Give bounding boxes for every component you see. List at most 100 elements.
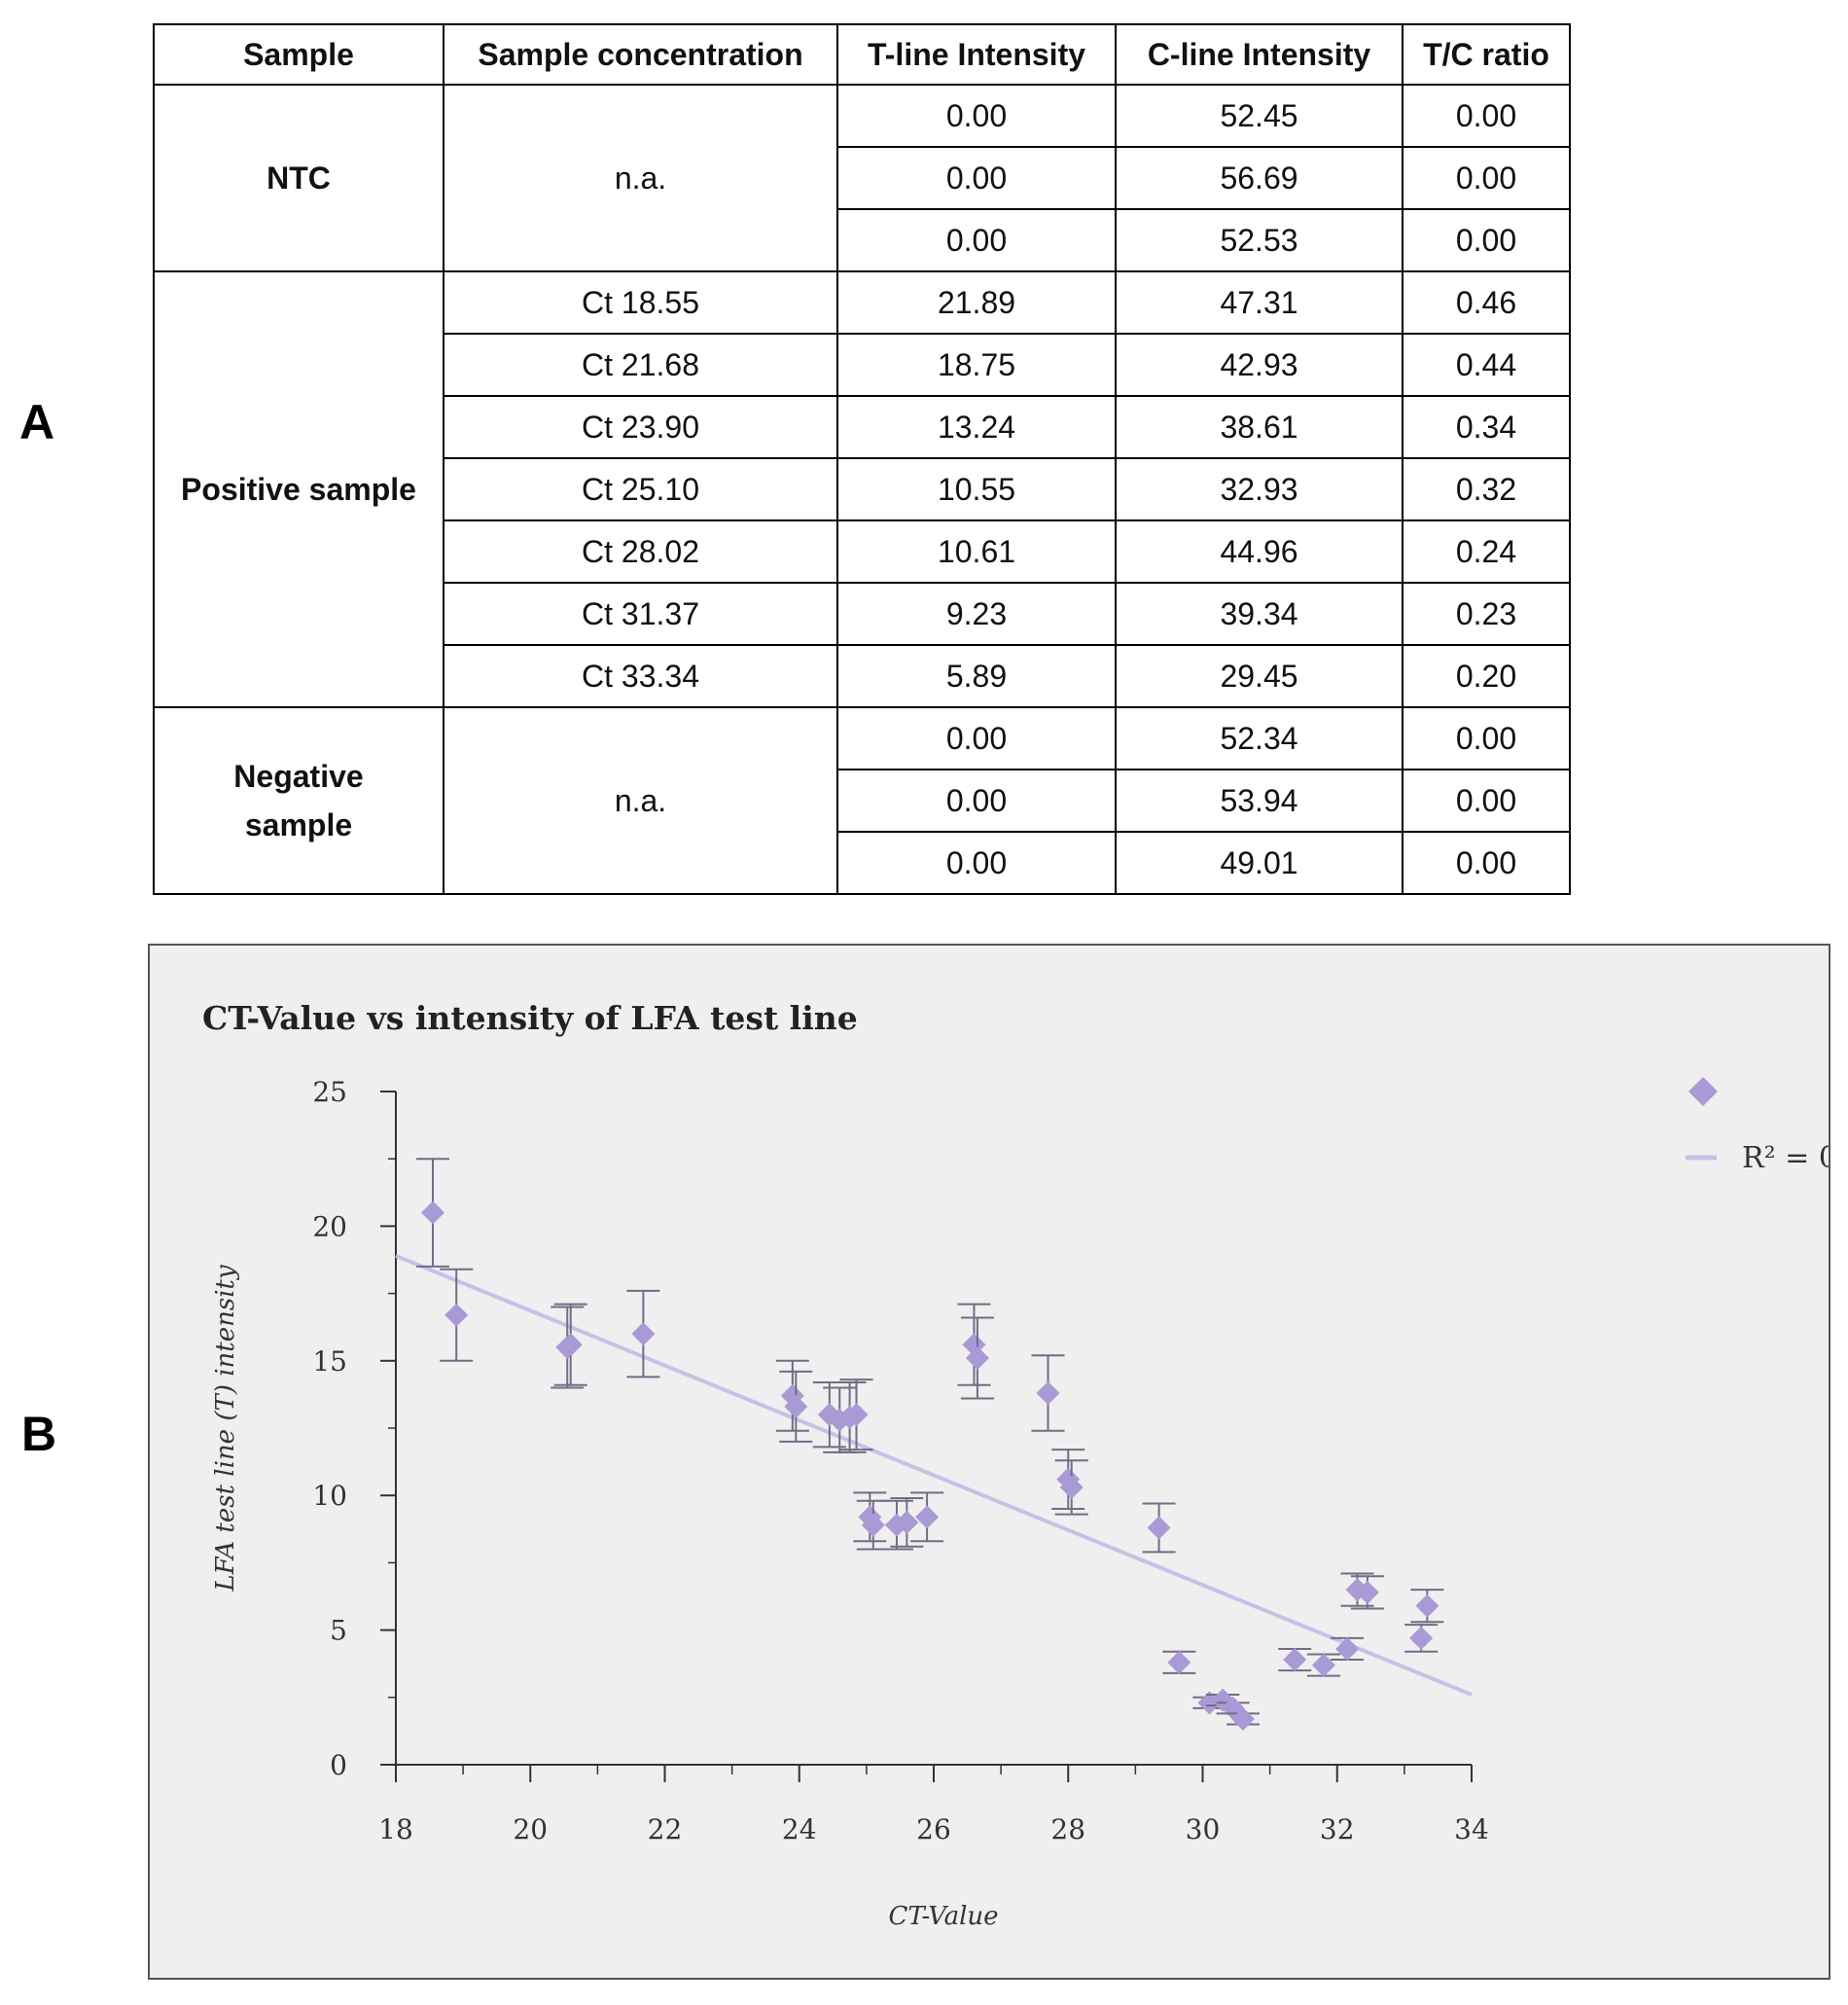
trendline	[395, 1253, 1473, 1697]
data-point	[784, 1394, 808, 1418]
data-point	[965, 1346, 989, 1371]
cell-t-intensity: 0.00	[836, 84, 1117, 148]
cell-t-intensity: 10.61	[836, 519, 1117, 584]
cell-t-intensity: 18.75	[836, 333, 1117, 397]
cell-t-intensity: 0.00	[836, 769, 1117, 833]
x-tick-label: 20	[513, 1813, 548, 1845]
header-sample: Sample	[153, 23, 444, 86]
cell-concentration: Ct 21.68	[443, 333, 838, 397]
data-point	[1197, 1691, 1222, 1715]
y-axis-label: LFA test line (T) intensity	[211, 1265, 240, 1593]
cell-tc-ratio: 0.20	[1402, 644, 1571, 708]
table-row: 0.00 53.94 0.00	[154, 769, 1571, 833]
cell-tc-ratio: 0.24	[1402, 519, 1571, 584]
data-point	[1230, 1706, 1255, 1731]
x-tick-label: 22	[648, 1813, 683, 1845]
x-tick-label: 32	[1320, 1813, 1355, 1845]
table-row: Ct 25.10 10.55 32.93 0.32	[154, 457, 1571, 521]
cell-t-intensity: 0.00	[836, 831, 1117, 895]
cell-t-intensity: 21.89	[836, 270, 1117, 335]
cell-tc-ratio: 0.00	[1402, 706, 1571, 770]
y-tick-label: 0	[330, 1749, 347, 1781]
cell-sample-group: Negative sample	[153, 706, 444, 895]
cell-tc-ratio: 0.34	[1402, 395, 1571, 459]
cell-tc-ratio: 0.44	[1402, 333, 1571, 397]
y-tick-label: 5	[330, 1615, 347, 1647]
table-header-row: Sample Sample concentration T-line Inten…	[153, 23, 1571, 86]
cell-c-intensity: 39.34	[1115, 582, 1404, 646]
data-point	[861, 1513, 885, 1537]
cell-tc-ratio: 0.23	[1402, 582, 1571, 646]
y-tick-label: 15	[312, 1345, 347, 1378]
data-point	[631, 1322, 656, 1346]
header-c-line-intensity: C-line Intensity	[1115, 23, 1404, 86]
data-point	[1167, 1650, 1191, 1674]
cell-t-intensity: 0.00	[836, 208, 1117, 272]
data-point	[1147, 1516, 1171, 1540]
data-point	[895, 1510, 919, 1534]
table-row: Ct 28.02 10.61 44.96 0.24	[154, 519, 1571, 584]
cell-c-intensity: 53.94	[1115, 769, 1404, 833]
cell-c-intensity: 56.69	[1115, 146, 1404, 210]
cell-tc-ratio: 0.32	[1402, 457, 1571, 521]
data-point	[962, 1333, 986, 1357]
chart-panel: CT-Value vs intensity of LFA test line 0 5…	[148, 944, 1830, 1980]
header-t-line-intensity: T-line Intensity	[836, 23, 1117, 86]
table-row: 0.00 49.01 0.00	[154, 831, 1571, 895]
cell-c-intensity: 29.45	[1115, 644, 1404, 708]
x-tick-label: 28	[1050, 1813, 1085, 1845]
cell-c-intensity: 32.93	[1115, 457, 1404, 521]
table-row: Positive sample Ct 18.55 21.89 47.31 0.46	[153, 270, 1571, 708]
data-point	[421, 1200, 445, 1225]
data-point	[1335, 1636, 1360, 1661]
cell-tc-ratio: 0.00	[1402, 84, 1571, 148]
data-point	[915, 1505, 940, 1529]
table-row: 0.00 56.69 0.00	[154, 146, 1571, 210]
data-point	[1311, 1653, 1335, 1677]
y-tick-label: 25	[312, 1076, 347, 1108]
cell-tc-ratio: 0.00	[1402, 146, 1571, 210]
table-body: NTC n.a. 0.00 52.45 0.00 0.00 56.69 0.00 0.00 52.…	[153, 84, 1571, 895]
header-tc-ratio: T/C ratio	[1402, 23, 1571, 86]
panel-label-a: A	[19, 395, 55, 449]
cell-concentration: Ct 33.34	[443, 644, 838, 708]
cell-concentration: Ct 23.90	[443, 395, 838, 459]
header-sample-concentration: Sample concentration	[443, 23, 838, 86]
cell-sample-group: NTC	[153, 84, 444, 272]
x-tick-label: 18	[378, 1813, 413, 1845]
cell-c-intensity: 42.93	[1115, 333, 1404, 397]
scatter-chart: CT-Value vs intensity of LFA test line 0 5…	[202, 999, 1829, 1931]
data-point	[1355, 1580, 1379, 1604]
cell-concentration: n.a.	[443, 84, 838, 272]
cell-concentration: Ct 25.10	[443, 457, 838, 521]
table-row: Ct 23.90 13.24 38.61 0.34	[154, 395, 1571, 459]
data-point	[1409, 1626, 1434, 1650]
cell-c-intensity: 47.31	[1115, 270, 1404, 335]
data-point	[844, 1403, 869, 1427]
panel-label-b: B	[21, 1407, 57, 1461]
cell-c-intensity: 38.61	[1115, 395, 1404, 459]
cell-t-intensity: 13.24	[836, 395, 1117, 459]
x-axis-label: CT-Value	[888, 1902, 998, 1931]
cell-t-intensity: 0.00	[836, 146, 1117, 210]
table-row: 0.00 52.53 0.00	[154, 208, 1571, 272]
x-tick-label: 34	[1454, 1813, 1489, 1845]
data-point	[1059, 1475, 1084, 1499]
results-table: Sample Sample concentration T-line Inten…	[153, 23, 1571, 895]
cell-concentration: Ct 28.02	[443, 519, 838, 584]
data-point	[444, 1303, 469, 1327]
cell-tc-ratio: 0.46	[1402, 270, 1571, 335]
table-row: NTC n.a. 0.00 52.45 0.00	[153, 84, 1571, 272]
table-row: Ct 21.68 18.75 42.93 0.44	[154, 333, 1571, 397]
cell-tc-ratio: 0.00	[1402, 208, 1571, 272]
data-point	[817, 1403, 841, 1427]
y-tick-label: 20	[312, 1210, 347, 1242]
x-tick-label: 26	[916, 1813, 951, 1845]
cell-t-intensity: 10.55	[836, 457, 1117, 521]
cell-c-intensity: 52.45	[1115, 84, 1404, 148]
cell-concentration: n.a.	[443, 706, 838, 895]
cell-c-intensity: 44.96	[1115, 519, 1404, 584]
table-row: Negative sample n.a. 0.00 52.34 0.00	[153, 706, 1571, 895]
cell-c-intensity: 52.34	[1115, 706, 1404, 770]
cell-concentration: Ct 31.37	[443, 582, 838, 646]
